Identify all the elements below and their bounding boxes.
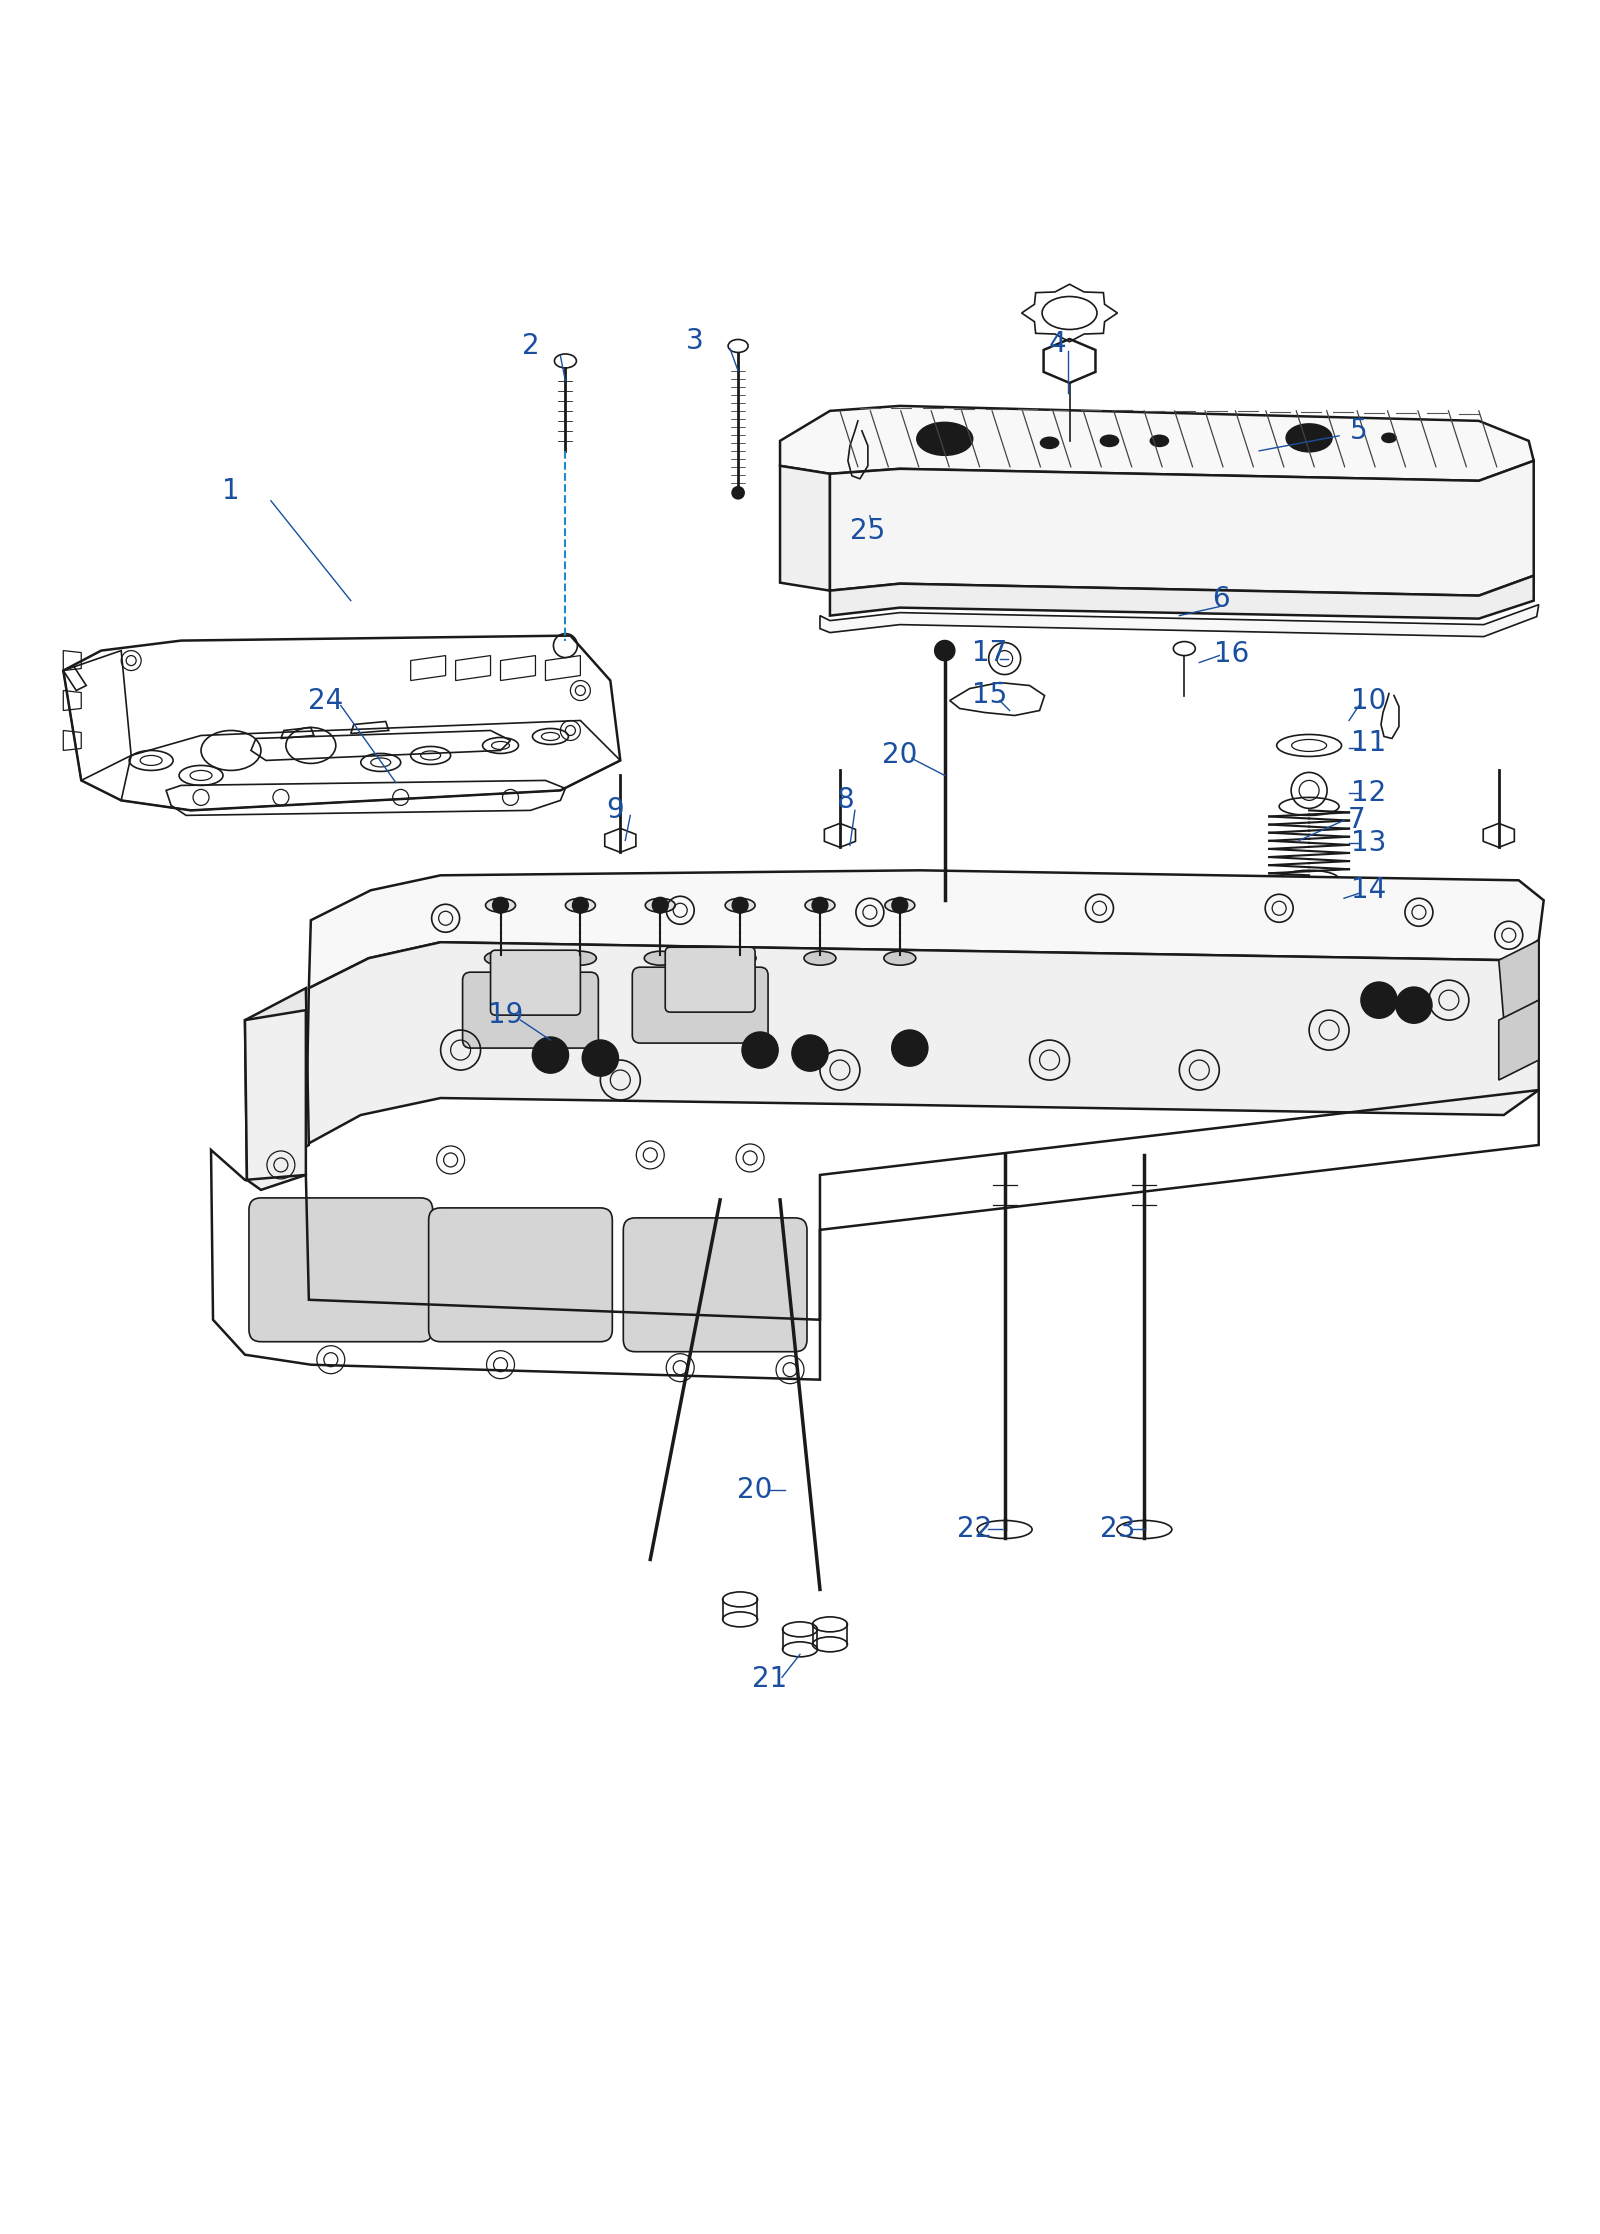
Circle shape [733, 898, 749, 914]
Circle shape [891, 1030, 928, 1066]
FancyBboxPatch shape [624, 1218, 806, 1352]
Ellipse shape [917, 422, 973, 456]
Ellipse shape [645, 952, 677, 965]
Text: 19: 19 [488, 1001, 523, 1030]
Polygon shape [306, 941, 1539, 1146]
Ellipse shape [805, 898, 835, 911]
Circle shape [811, 898, 827, 914]
Text: 20: 20 [738, 1474, 773, 1503]
Ellipse shape [1150, 436, 1168, 447]
FancyBboxPatch shape [632, 967, 768, 1043]
Text: 14: 14 [1352, 876, 1387, 905]
Text: 13: 13 [1352, 829, 1387, 858]
Ellipse shape [725, 898, 755, 911]
Text: 23: 23 [1099, 1515, 1134, 1544]
Text: 7: 7 [1349, 806, 1366, 833]
Polygon shape [830, 460, 1534, 596]
Ellipse shape [485, 898, 515, 911]
Text: 3: 3 [686, 326, 704, 355]
Polygon shape [1499, 941, 1539, 1021]
Text: 20: 20 [882, 742, 917, 768]
Ellipse shape [1382, 433, 1395, 442]
Text: 21: 21 [752, 1664, 787, 1693]
Ellipse shape [1101, 436, 1118, 447]
Polygon shape [245, 1010, 306, 1191]
Text: 8: 8 [837, 786, 854, 815]
Circle shape [792, 1034, 827, 1070]
Ellipse shape [485, 952, 517, 965]
Circle shape [1362, 983, 1397, 1019]
Text: 9: 9 [606, 795, 624, 824]
Text: 11: 11 [1352, 731, 1387, 757]
Circle shape [891, 898, 907, 914]
Circle shape [653, 898, 669, 914]
Ellipse shape [565, 898, 595, 911]
Polygon shape [245, 987, 309, 1180]
Text: 10: 10 [1352, 686, 1387, 715]
FancyBboxPatch shape [491, 949, 581, 1014]
Polygon shape [830, 576, 1534, 619]
Polygon shape [819, 605, 1539, 637]
Circle shape [934, 641, 955, 661]
Circle shape [1395, 987, 1432, 1023]
Text: 1: 1 [222, 476, 240, 505]
Text: 15: 15 [973, 681, 1008, 708]
Text: 5: 5 [1350, 418, 1368, 445]
Ellipse shape [1286, 424, 1331, 451]
Ellipse shape [883, 952, 915, 965]
FancyBboxPatch shape [250, 1197, 432, 1343]
Circle shape [582, 1041, 618, 1077]
Ellipse shape [803, 952, 835, 965]
Ellipse shape [1040, 438, 1059, 449]
Polygon shape [781, 407, 1534, 480]
Polygon shape [1499, 1001, 1539, 1079]
Circle shape [493, 898, 509, 914]
Polygon shape [781, 467, 830, 590]
FancyBboxPatch shape [462, 972, 598, 1048]
Ellipse shape [645, 898, 675, 911]
Text: 24: 24 [309, 686, 344, 715]
Text: 6: 6 [1213, 585, 1230, 612]
FancyBboxPatch shape [429, 1209, 613, 1343]
Ellipse shape [885, 898, 915, 911]
Circle shape [934, 885, 955, 905]
Ellipse shape [565, 952, 597, 965]
Ellipse shape [725, 952, 757, 965]
Circle shape [742, 1032, 778, 1068]
Text: 25: 25 [850, 516, 885, 545]
Text: 22: 22 [957, 1515, 992, 1544]
Circle shape [533, 1037, 568, 1072]
FancyBboxPatch shape [666, 947, 755, 1012]
Text: 4: 4 [1048, 331, 1066, 357]
Circle shape [573, 898, 589, 914]
Text: 16: 16 [1214, 639, 1250, 668]
Circle shape [733, 487, 744, 498]
Text: 2: 2 [522, 333, 539, 360]
Text: 17: 17 [973, 639, 1008, 666]
Polygon shape [309, 871, 1544, 987]
Text: 12: 12 [1352, 780, 1387, 806]
